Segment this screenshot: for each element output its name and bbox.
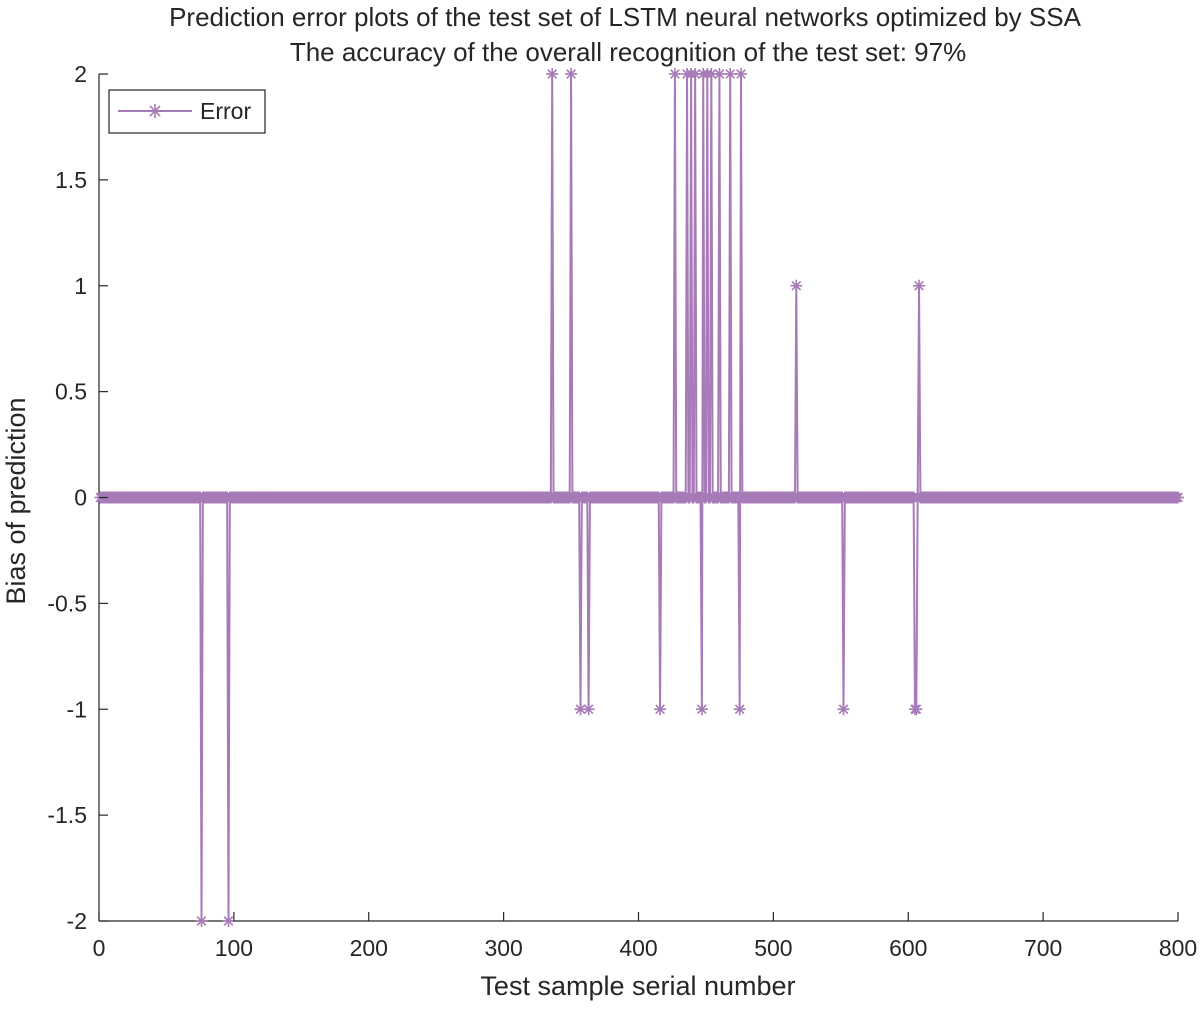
data-point	[837, 703, 850, 716]
y-tick-label: 0	[74, 485, 87, 511]
y-tick-label: -0.5	[47, 590, 87, 616]
data-point	[574, 703, 587, 716]
legend-asterisk-icon	[148, 104, 162, 118]
legend-marker-icon	[148, 104, 162, 118]
data-point	[735, 68, 748, 80]
data-point	[713, 68, 726, 80]
y-axis-label: Bias of prediction	[1, 397, 31, 604]
x-tick-label: 700	[1024, 935, 1062, 961]
plot-area: 21.510.50-0.5-1-1.5-20 100 200 300 400 500 600…	[47, 61, 1197, 961]
data-point	[910, 703, 923, 716]
data-point	[582, 703, 595, 716]
x-tick-label: 100	[215, 935, 253, 961]
data-point	[195, 915, 208, 927]
x-tick-label: 500	[754, 935, 792, 961]
data-point	[222, 915, 235, 927]
series-error	[94, 68, 1184, 927]
x-tick-label: 800	[1159, 935, 1197, 961]
data-point	[790, 279, 803, 292]
data-point	[913, 279, 926, 292]
x-tick-label: 0	[93, 935, 106, 961]
x-axis-label: Test sample serial number	[480, 971, 795, 1001]
x-tick-label: 200	[350, 935, 388, 961]
data-point	[695, 703, 708, 716]
chart-subtitle: The accuracy of the overall recognition …	[290, 37, 966, 67]
y-tick-label: -1.5	[47, 802, 87, 828]
x-tick-label: 300	[484, 935, 522, 961]
y-tick-label: -1	[67, 696, 87, 722]
chart-title: Prediction error plots of the test set o…	[169, 2, 1082, 32]
y-tick-label: 1.5	[55, 167, 87, 193]
y-tick-label: 1	[74, 273, 87, 299]
legend: Error	[108, 89, 266, 134]
data-point	[724, 68, 737, 80]
axis-ticks: 21.510.50-0.5-1-1.5-20 100 200 300 400 500 600…	[47, 61, 1197, 961]
x-tick-label: 400	[619, 935, 657, 961]
data-point	[654, 703, 667, 716]
data-point	[668, 68, 681, 80]
data-point	[733, 703, 746, 716]
data-point	[1172, 491, 1184, 504]
data-point	[565, 68, 578, 80]
x-tick-label: 600	[889, 935, 927, 961]
legend-entry-error: Error	[200, 98, 251, 124]
y-tick-label: 2	[74, 61, 87, 87]
y-tick-label: -2	[67, 908, 87, 934]
data-point	[546, 68, 559, 80]
y-tick-label: 0.5	[55, 379, 87, 405]
